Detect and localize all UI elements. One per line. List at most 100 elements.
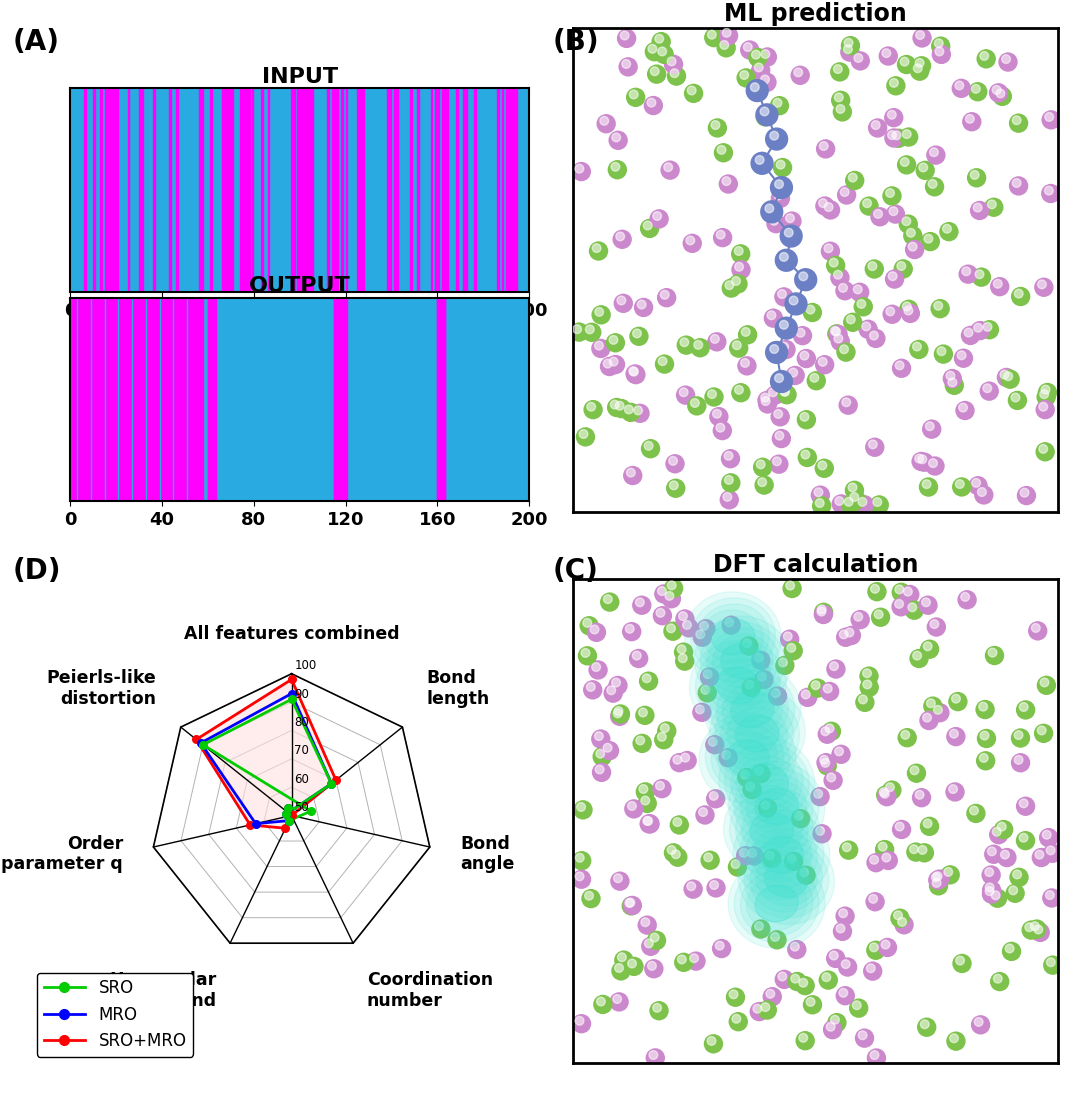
- Circle shape: [879, 851, 897, 871]
- Circle shape: [815, 826, 824, 835]
- Circle shape: [718, 748, 738, 767]
- Circle shape: [770, 345, 779, 354]
- Circle shape: [894, 915, 914, 934]
- Ellipse shape: [755, 885, 798, 921]
- Circle shape: [812, 824, 832, 843]
- Bar: [337, 88, 338, 292]
- Bar: [442, 298, 445, 501]
- Ellipse shape: [733, 810, 829, 900]
- Title: DFT calculation: DFT calculation: [713, 552, 918, 576]
- Circle shape: [796, 976, 815, 995]
- Ellipse shape: [726, 739, 769, 776]
- Point: [192, 734, 210, 752]
- Circle shape: [751, 651, 770, 670]
- Circle shape: [881, 940, 890, 949]
- Circle shape: [929, 876, 948, 896]
- Circle shape: [865, 892, 885, 911]
- Circle shape: [860, 196, 879, 216]
- SRO: [285, 693, 298, 706]
- Bar: [171, 298, 175, 501]
- Circle shape: [666, 66, 686, 86]
- Circle shape: [725, 452, 733, 461]
- Circle shape: [1020, 799, 1028, 808]
- Bar: [84, 88, 85, 292]
- Circle shape: [577, 802, 585, 811]
- Circle shape: [697, 619, 716, 638]
- Circle shape: [571, 1014, 591, 1034]
- Text: Bond
angle: Bond angle: [460, 834, 514, 874]
- Circle shape: [799, 979, 808, 987]
- Circle shape: [687, 882, 696, 890]
- Circle shape: [591, 730, 610, 748]
- Circle shape: [583, 680, 603, 700]
- Bar: [268, 88, 269, 292]
- Circle shape: [838, 958, 858, 976]
- Circle shape: [707, 118, 727, 138]
- Circle shape: [652, 606, 672, 626]
- Circle shape: [755, 653, 764, 662]
- Circle shape: [831, 332, 850, 352]
- Bar: [100, 88, 102, 292]
- Circle shape: [1030, 922, 1050, 942]
- Circle shape: [787, 940, 807, 959]
- Circle shape: [1041, 386, 1050, 393]
- Bar: [127, 88, 130, 292]
- Circle shape: [734, 247, 743, 256]
- Circle shape: [631, 403, 650, 423]
- Circle shape: [731, 245, 751, 263]
- Circle shape: [859, 1030, 867, 1039]
- Bar: [334, 298, 337, 501]
- Circle shape: [1039, 828, 1058, 847]
- Circle shape: [753, 1004, 761, 1013]
- Bar: [75, 298, 79, 501]
- Circle shape: [808, 679, 827, 698]
- Circle shape: [812, 496, 832, 516]
- Circle shape: [617, 296, 625, 305]
- Circle shape: [704, 1034, 724, 1054]
- Text: 90: 90: [295, 688, 309, 701]
- Circle shape: [621, 402, 640, 422]
- Bar: [360, 88, 361, 292]
- Circle shape: [993, 87, 1012, 106]
- Circle shape: [974, 1017, 983, 1026]
- Circle shape: [671, 68, 679, 77]
- Circle shape: [863, 961, 882, 981]
- Circle shape: [626, 468, 635, 477]
- Circle shape: [775, 431, 784, 440]
- Bar: [442, 298, 445, 501]
- Circle shape: [970, 201, 989, 220]
- Circle shape: [767, 930, 786, 950]
- Circle shape: [613, 293, 633, 313]
- Circle shape: [573, 800, 593, 820]
- Circle shape: [775, 656, 795, 676]
- Circle shape: [622, 60, 631, 68]
- Circle shape: [739, 636, 758, 656]
- Circle shape: [865, 437, 885, 457]
- Circle shape: [882, 304, 902, 324]
- Circle shape: [833, 102, 852, 121]
- Circle shape: [800, 352, 809, 360]
- Circle shape: [901, 158, 909, 166]
- Circle shape: [943, 225, 951, 234]
- Circle shape: [957, 350, 966, 359]
- Circle shape: [741, 327, 751, 336]
- Circle shape: [962, 267, 971, 276]
- Circle shape: [982, 865, 1001, 885]
- Circle shape: [743, 43, 752, 52]
- SRO+MRO: [285, 809, 298, 822]
- Circle shape: [791, 942, 799, 951]
- Circle shape: [930, 703, 949, 723]
- Circle shape: [663, 622, 683, 641]
- Line: SRO+MRO: SRO+MRO: [197, 680, 336, 829]
- Legend: SRO, MRO, SRO+MRO: SRO, MRO, SRO+MRO: [37, 973, 193, 1057]
- Circle shape: [716, 39, 735, 57]
- Circle shape: [905, 601, 923, 620]
- Ellipse shape: [738, 834, 835, 925]
- Bar: [70, 298, 197, 501]
- Circle shape: [654, 584, 674, 604]
- Ellipse shape: [703, 609, 764, 663]
- Circle shape: [988, 648, 997, 657]
- Circle shape: [826, 1023, 835, 1031]
- Ellipse shape: [727, 707, 787, 760]
- Circle shape: [787, 972, 807, 991]
